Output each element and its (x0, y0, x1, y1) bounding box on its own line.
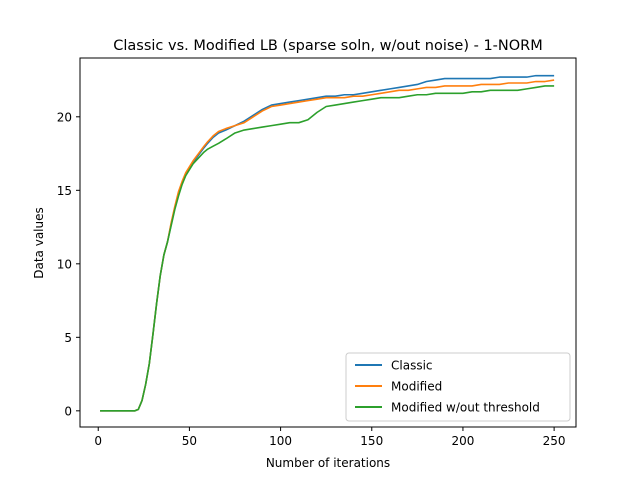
x-tick-label: 200 (451, 434, 474, 448)
y-tick-label: 0 (64, 404, 72, 418)
y-tick-label: 10 (57, 257, 72, 271)
y-tick-label: 20 (57, 110, 72, 124)
x-tick-label: 50 (182, 434, 197, 448)
x-axis-label: Number of iterations (266, 456, 390, 470)
y-tick-label: 15 (57, 184, 72, 198)
legend-box (345, 352, 571, 422)
series-layer (100, 74, 555, 412)
y-axis-label: Data values (32, 207, 46, 279)
legend-label-modified-without-threshold: Modified w/out threshold (391, 401, 540, 415)
x-tick-label: 100 (269, 434, 292, 448)
series-line-modified-w-out-threshold (100, 85, 555, 412)
legend-label-classic: Classic (391, 359, 433, 373)
axes-frame (79, 57, 577, 428)
x-tick-label: 150 (360, 434, 383, 448)
chart-title: Classic vs. Modified LB (sparse soln, w/… (113, 38, 543, 54)
x-axis-ticks: 0 50 100 150 200 250 (94, 427, 566, 448)
y-axis-ticks: 0 5 10 15 20 (57, 110, 80, 418)
legend: Classic Modified Modified w/out threshol… (345, 352, 571, 422)
y-tick-label: 5 (64, 331, 72, 345)
x-tick-label: 0 (94, 434, 102, 448)
legend-label-modified: Modified (391, 380, 442, 394)
x-tick-label: 250 (543, 434, 566, 448)
